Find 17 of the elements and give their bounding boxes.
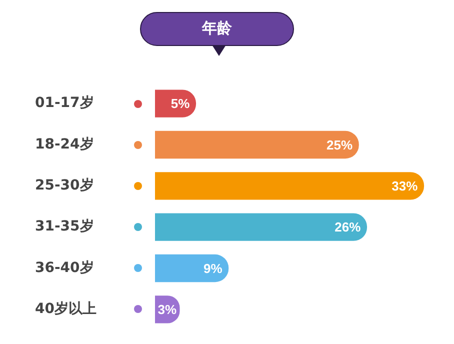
y-tick-label: 18-24岁 xyxy=(35,136,94,152)
y-tick-label: 31-35岁 xyxy=(35,218,94,235)
data-label: 26% xyxy=(334,220,362,235)
y-tick-label: 36-40岁 xyxy=(35,260,94,276)
data-label: 25% xyxy=(326,137,353,152)
bar xyxy=(155,254,229,282)
bar xyxy=(155,172,424,200)
data-label: 33% xyxy=(392,178,418,194)
y-tick-label: 40岁以上 xyxy=(35,301,96,318)
data-label: 9% xyxy=(203,260,223,276)
y-tick-label: 01-17岁 xyxy=(35,95,94,112)
bar xyxy=(155,213,368,241)
data-label: 5% xyxy=(170,96,190,112)
data-label: 3% xyxy=(158,302,178,317)
chart-title: 年龄 xyxy=(140,12,294,46)
y-tick-label: 25-30岁 xyxy=(35,178,94,194)
bar xyxy=(155,130,359,159)
